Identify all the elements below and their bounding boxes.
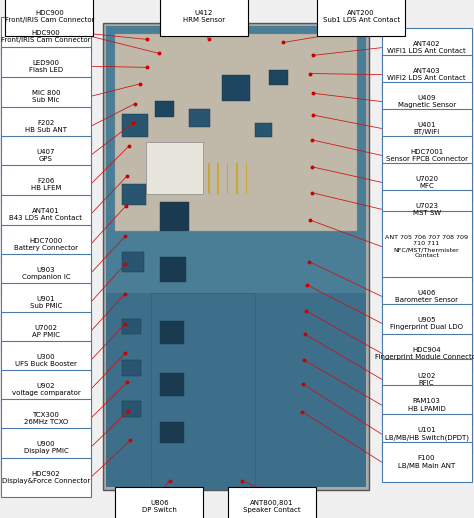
Bar	[208, 163, 210, 194]
Text: U902
voltage comparator: U902 voltage comparator	[11, 383, 81, 396]
Text: LED900
Flash LED: LED900 Flash LED	[29, 60, 63, 73]
Bar	[103, 23, 369, 490]
FancyBboxPatch shape	[382, 190, 472, 229]
Text: F100
LB/MB Main ANT: F100 LB/MB Main ANT	[398, 455, 455, 469]
FancyBboxPatch shape	[318, 0, 405, 36]
Text: U903
Companion IC: U903 Companion IC	[22, 267, 70, 280]
FancyBboxPatch shape	[1, 195, 91, 234]
Text: ANT401
B43 LDS Ant Contact: ANT401 B43 LDS Ant Contact	[9, 208, 82, 221]
Bar	[227, 163, 228, 194]
FancyBboxPatch shape	[1, 370, 91, 409]
Bar	[106, 26, 366, 487]
FancyBboxPatch shape	[382, 359, 472, 399]
Text: ANT200
Sub1 LDS Ant Contact: ANT200 Sub1 LDS Ant Contact	[323, 10, 400, 23]
Bar	[217, 163, 219, 194]
Text: U407
GPS: U407 GPS	[36, 149, 55, 162]
FancyBboxPatch shape	[382, 304, 472, 343]
FancyBboxPatch shape	[1, 428, 91, 467]
FancyBboxPatch shape	[1, 136, 91, 175]
Bar	[115, 34, 357, 231]
Text: U202
RFIC: U202 RFIC	[418, 372, 436, 386]
Text: U412
HRM Sensor: U412 HRM Sensor	[183, 10, 225, 23]
FancyBboxPatch shape	[382, 442, 472, 482]
Text: F206
HB LFEM: F206 HB LFEM	[31, 178, 61, 191]
FancyBboxPatch shape	[160, 0, 247, 36]
FancyBboxPatch shape	[5, 0, 93, 36]
Bar	[269, 70, 288, 85]
Text: F202
HB Sub ANT: F202 HB Sub ANT	[25, 120, 67, 133]
Text: HDC902
Display&Force Connector: HDC902 Display&Force Connector	[2, 471, 90, 484]
Bar	[160, 422, 184, 443]
Text: U409
Magnetic Sensor: U409 Magnetic Sensor	[398, 95, 456, 108]
Text: ANT 705 706 707 708 709
710 711
NFC/MST/Thermister
Contact: ANT 705 706 707 708 709 710 711 NFC/MST/…	[385, 235, 468, 258]
FancyBboxPatch shape	[382, 414, 472, 454]
FancyBboxPatch shape	[1, 165, 91, 204]
FancyBboxPatch shape	[382, 109, 472, 148]
Text: ANT402
WIFI1 LDS Ant Contact: ANT402 WIFI1 LDS Ant Contact	[387, 41, 466, 54]
Text: HDC904
Fingerprint Module Connector: HDC904 Fingerprint Module Connector	[374, 347, 474, 360]
FancyBboxPatch shape	[1, 458, 91, 497]
FancyBboxPatch shape	[1, 225, 91, 264]
Bar	[222, 75, 250, 101]
Bar	[255, 123, 272, 137]
Bar	[122, 252, 144, 272]
FancyBboxPatch shape	[1, 47, 91, 86]
FancyBboxPatch shape	[1, 312, 91, 351]
FancyBboxPatch shape	[1, 254, 91, 293]
FancyBboxPatch shape	[382, 163, 472, 202]
FancyBboxPatch shape	[382, 136, 472, 175]
Bar	[246, 163, 247, 194]
Bar	[160, 202, 189, 231]
Text: ANT403
WIFI2 LDS Ant Contact: ANT403 WIFI2 LDS Ant Contact	[387, 68, 466, 81]
Bar	[122, 114, 148, 137]
FancyBboxPatch shape	[382, 277, 472, 316]
Text: U900
Display PMIC: U900 Display PMIC	[24, 441, 68, 454]
Text: HDC7001
Sensor FPCB Connector: HDC7001 Sensor FPCB Connector	[386, 149, 467, 162]
FancyBboxPatch shape	[382, 55, 472, 94]
FancyBboxPatch shape	[1, 17, 91, 56]
Text: U300
UFS Buck Booster: U300 UFS Buck Booster	[15, 354, 77, 367]
Text: U401
BT/WIFI: U401 BT/WIFI	[413, 122, 440, 135]
Text: HDC900
Front/IRIS Cam Connector: HDC900 Front/IRIS Cam Connector	[5, 10, 94, 23]
FancyBboxPatch shape	[382, 385, 472, 425]
Text: TCX300
26MHz TCXO: TCX300 26MHz TCXO	[24, 412, 68, 425]
FancyBboxPatch shape	[1, 399, 91, 438]
Text: U7023
MST SW: U7023 MST SW	[412, 203, 441, 216]
FancyBboxPatch shape	[382, 28, 472, 67]
Text: MIC 800
Sub Mic: MIC 800 Sub Mic	[32, 90, 60, 103]
Text: U806
DP Switch: U806 DP Switch	[142, 500, 177, 513]
Text: U7020
MFC: U7020 MFC	[415, 176, 438, 189]
Bar	[146, 142, 203, 194]
Bar	[236, 163, 238, 194]
Text: U101
LB/MB/HB Switch(DPDT): U101 LB/MB/HB Switch(DPDT)	[384, 427, 469, 441]
FancyBboxPatch shape	[116, 487, 203, 518]
Text: U901
Sub PMIC: U901 Sub PMIC	[30, 296, 62, 309]
FancyBboxPatch shape	[1, 341, 91, 380]
Bar	[122, 184, 146, 205]
FancyBboxPatch shape	[382, 334, 472, 373]
Bar	[106, 26, 366, 293]
Bar	[122, 401, 141, 417]
Bar	[160, 321, 184, 344]
Bar	[189, 109, 210, 127]
Bar	[122, 319, 141, 334]
Text: U7002
AP PMIC: U7002 AP PMIC	[32, 325, 60, 338]
FancyBboxPatch shape	[382, 82, 472, 121]
Text: HDC900
Front/IRIS Cam Connector: HDC900 Front/IRIS Cam Connector	[1, 30, 91, 43]
FancyBboxPatch shape	[1, 77, 91, 116]
Text: ANT800,801
Speaker Contact: ANT800,801 Speaker Contact	[243, 500, 301, 513]
Text: U406
Barometer Sensor: U406 Barometer Sensor	[395, 290, 458, 303]
Bar	[122, 360, 141, 376]
Bar	[151, 293, 255, 490]
Text: HDC7000
Battery Connector: HDC7000 Battery Connector	[14, 238, 78, 251]
Text: U905
Fingerprint Dual LDO: U905 Fingerprint Dual LDO	[390, 316, 463, 330]
Bar	[160, 257, 186, 282]
FancyBboxPatch shape	[228, 487, 316, 518]
Bar	[155, 101, 174, 117]
Bar	[160, 373, 184, 396]
Text: PAM103
HB LPAMID: PAM103 HB LPAMID	[408, 398, 446, 412]
FancyBboxPatch shape	[382, 211, 472, 282]
FancyBboxPatch shape	[1, 283, 91, 322]
FancyBboxPatch shape	[1, 107, 91, 146]
